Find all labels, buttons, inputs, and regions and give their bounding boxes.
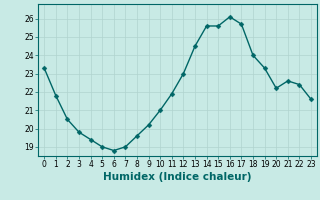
X-axis label: Humidex (Indice chaleur): Humidex (Indice chaleur) bbox=[103, 172, 252, 182]
